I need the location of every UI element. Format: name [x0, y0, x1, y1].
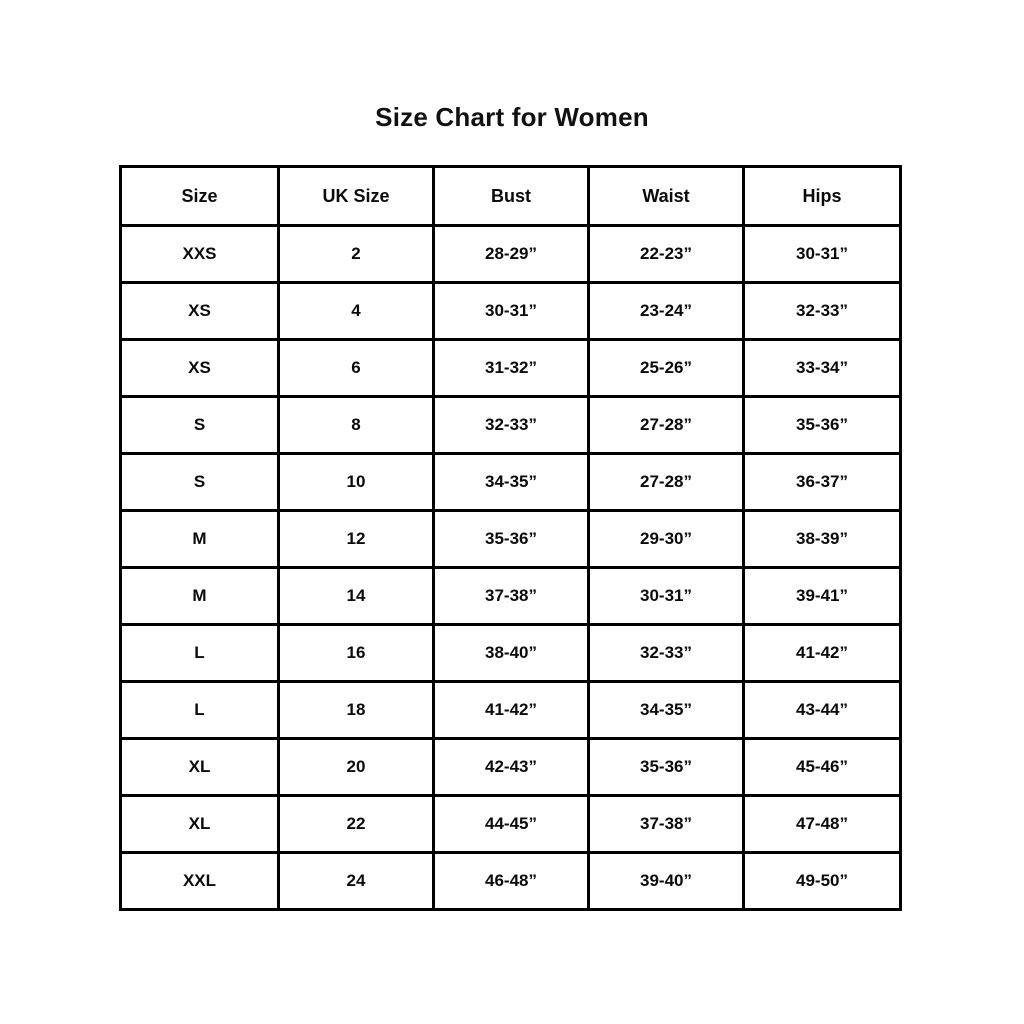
- column-header-bust: Bust: [432, 165, 590, 227]
- cell-hips: 36-37”: [742, 452, 902, 512]
- table-row: L 18 41-42” 34-35” 43-44”: [119, 680, 902, 740]
- table-row: XL 22 44-45” 37-38” 47-48”: [119, 794, 902, 854]
- cell-size: XL: [119, 737, 280, 797]
- cell-uk-size: 24: [277, 851, 435, 911]
- cell-waist: 22-23”: [587, 224, 745, 284]
- cell-bust: 31-32”: [432, 338, 590, 398]
- table-row: S 10 34-35” 27-28” 36-37”: [119, 452, 902, 512]
- cell-hips: 45-46”: [742, 737, 902, 797]
- cell-size: S: [119, 452, 280, 512]
- cell-bust: 41-42”: [432, 680, 590, 740]
- table-row: S 8 32-33” 27-28” 35-36”: [119, 395, 902, 455]
- cell-size: XS: [119, 281, 280, 341]
- cell-waist: 27-28”: [587, 395, 745, 455]
- table-row: XL 20 42-43” 35-36” 45-46”: [119, 737, 902, 797]
- cell-waist: 25-26”: [587, 338, 745, 398]
- cell-hips: 39-41”: [742, 566, 902, 626]
- table-row: XS 6 31-32” 25-26” 33-34”: [119, 338, 902, 398]
- cell-uk-size: 16: [277, 623, 435, 683]
- cell-size: L: [119, 680, 280, 740]
- cell-size: XXS: [119, 224, 280, 284]
- cell-waist: 37-38”: [587, 794, 745, 854]
- table-row: L 16 38-40” 32-33” 41-42”: [119, 623, 902, 683]
- cell-uk-size: 4: [277, 281, 435, 341]
- cell-uk-size: 22: [277, 794, 435, 854]
- cell-uk-size: 2: [277, 224, 435, 284]
- cell-uk-size: 20: [277, 737, 435, 797]
- table-body: XXS 2 28-29” 22-23” 30-31” XS 4 30-31” 2…: [119, 224, 902, 911]
- size-table-container: Size UK Size Bust Waist Hips XXS 2 28-29…: [119, 165, 902, 911]
- cell-waist: 23-24”: [587, 281, 745, 341]
- cell-size: XS: [119, 338, 280, 398]
- cell-uk-size: 18: [277, 680, 435, 740]
- cell-size: L: [119, 623, 280, 683]
- cell-hips: 33-34”: [742, 338, 902, 398]
- cell-waist: 32-33”: [587, 623, 745, 683]
- cell-uk-size: 14: [277, 566, 435, 626]
- cell-bust: 46-48”: [432, 851, 590, 911]
- cell-waist: 35-36”: [587, 737, 745, 797]
- cell-waist: 29-30”: [587, 509, 745, 569]
- cell-bust: 34-35”: [432, 452, 590, 512]
- table-row: XXL 24 46-48” 39-40” 49-50”: [119, 851, 902, 911]
- column-header-waist: Waist: [587, 165, 745, 227]
- column-header-size: Size: [119, 165, 280, 227]
- cell-size: M: [119, 509, 280, 569]
- cell-size: XXL: [119, 851, 280, 911]
- cell-size: S: [119, 395, 280, 455]
- cell-uk-size: 12: [277, 509, 435, 569]
- cell-hips: 47-48”: [742, 794, 902, 854]
- cell-bust: 30-31”: [432, 281, 590, 341]
- cell-waist: 30-31”: [587, 566, 745, 626]
- cell-bust: 44-45”: [432, 794, 590, 854]
- cell-uk-size: 8: [277, 395, 435, 455]
- table-row: M 12 35-36” 29-30” 38-39”: [119, 509, 902, 569]
- table-header-row: Size UK Size Bust Waist Hips: [119, 165, 902, 227]
- cell-waist: 27-28”: [587, 452, 745, 512]
- cell-hips: 30-31”: [742, 224, 902, 284]
- size-chart-table: Size UK Size Bust Waist Hips XXS 2 28-29…: [119, 165, 902, 911]
- cell-hips: 38-39”: [742, 509, 902, 569]
- cell-waist: 34-35”: [587, 680, 745, 740]
- cell-uk-size: 10: [277, 452, 435, 512]
- table-row: XS 4 30-31” 23-24” 32-33”: [119, 281, 902, 341]
- cell-hips: 43-44”: [742, 680, 902, 740]
- cell-bust: 35-36”: [432, 509, 590, 569]
- cell-hips: 32-33”: [742, 281, 902, 341]
- cell-waist: 39-40”: [587, 851, 745, 911]
- column-header-uk-size: UK Size: [277, 165, 435, 227]
- table-header: Size UK Size Bust Waist Hips: [119, 165, 902, 227]
- table-row: M 14 37-38” 30-31” 39-41”: [119, 566, 902, 626]
- table-row: XXS 2 28-29” 22-23” 30-31”: [119, 224, 902, 284]
- cell-uk-size: 6: [277, 338, 435, 398]
- page-title: Size Chart for Women: [375, 102, 649, 132]
- cell-hips: 35-36”: [742, 395, 902, 455]
- cell-size: XL: [119, 794, 280, 854]
- cell-hips: 41-42”: [742, 623, 902, 683]
- cell-bust: 37-38”: [432, 566, 590, 626]
- cell-hips: 49-50”: [742, 851, 902, 911]
- cell-bust: 28-29”: [432, 224, 590, 284]
- column-header-hips: Hips: [742, 165, 902, 227]
- cell-bust: 32-33”: [432, 395, 590, 455]
- cell-bust: 38-40”: [432, 623, 590, 683]
- cell-bust: 42-43”: [432, 737, 590, 797]
- cell-size: M: [119, 566, 280, 626]
